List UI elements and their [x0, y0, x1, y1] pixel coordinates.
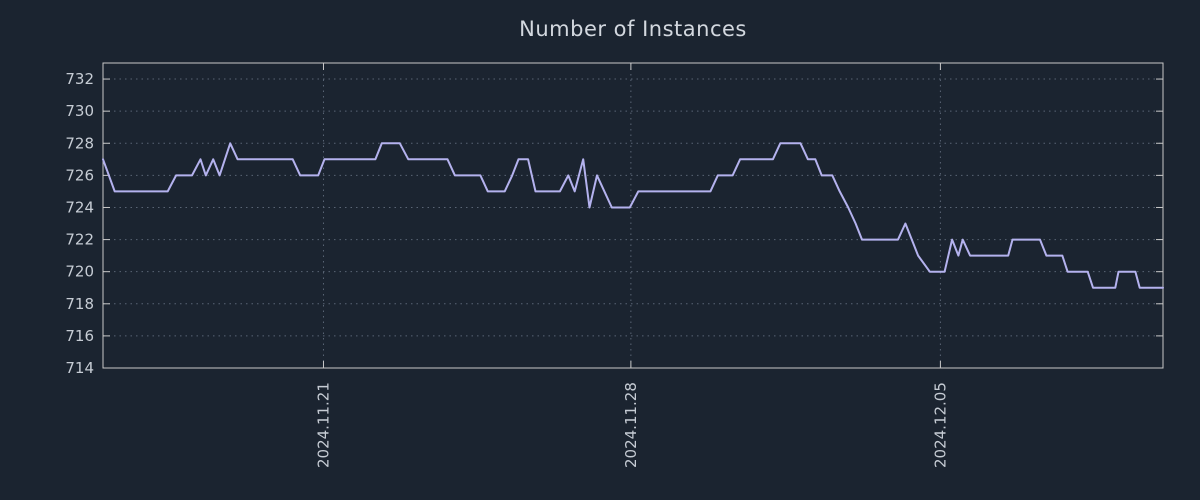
x-tick-label: 2024.12.05	[931, 382, 949, 468]
y-tick-label: 720	[65, 263, 94, 281]
y-tick-label: 728	[65, 134, 94, 152]
x-tick-label: 2024.11.21	[314, 382, 332, 468]
y-tick-label: 718	[65, 295, 94, 313]
y-tick-label: 730	[65, 102, 94, 120]
y-tick-label: 732	[65, 70, 94, 88]
y-tick-label: 714	[65, 359, 94, 377]
y-tick-label: 726	[65, 166, 94, 184]
data-line	[102, 142, 1164, 289]
y-tick-label: 722	[65, 231, 94, 249]
x-tick-label: 2024.11.28	[622, 382, 640, 468]
plot-border	[102, 62, 1164, 369]
chart-title: Number of Instances	[519, 17, 747, 41]
y-tick-label: 724	[65, 198, 94, 216]
y-tick-label: 716	[65, 327, 94, 345]
